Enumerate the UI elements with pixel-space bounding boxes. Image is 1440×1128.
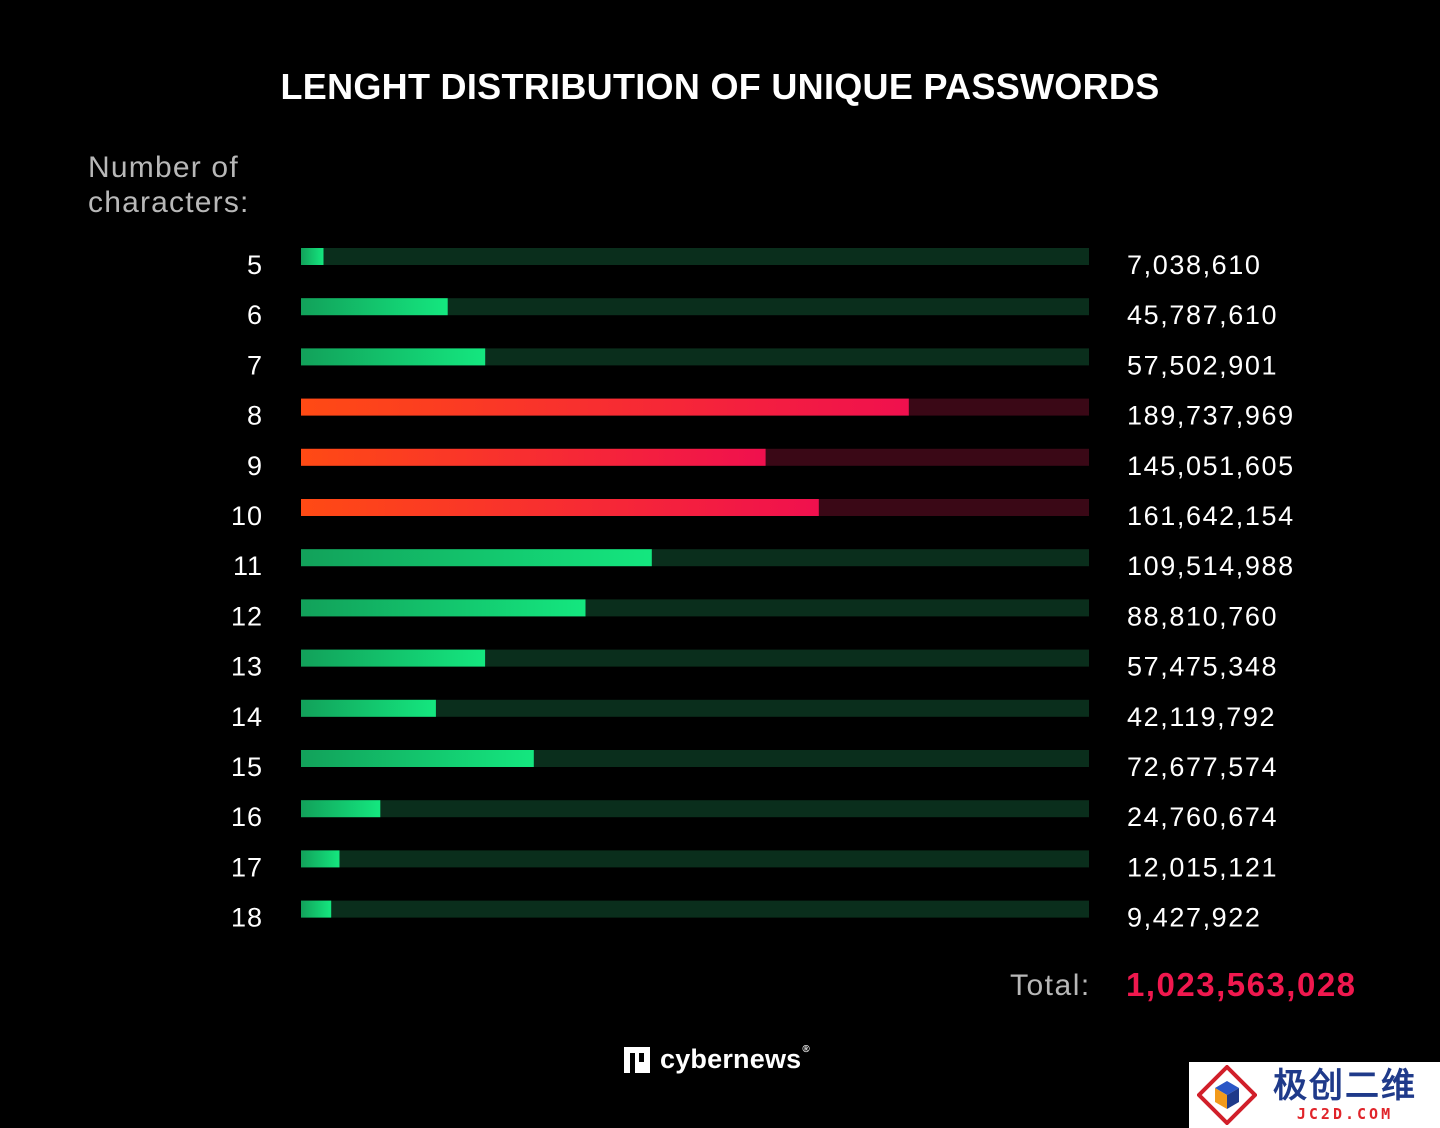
bar-track-13 bbox=[301, 649, 1089, 667]
bar-5 bbox=[301, 248, 324, 265]
category-label-18: 18 bbox=[231, 903, 263, 933]
bar-track-16 bbox=[301, 800, 1089, 818]
bar-track-18 bbox=[301, 900, 1089, 918]
value-label-8: 189,737,969 bbox=[1127, 401, 1295, 431]
bar-12 bbox=[301, 599, 586, 617]
category-label-15: 15 bbox=[231, 752, 263, 782]
category-label-6: 6 bbox=[247, 300, 263, 330]
bar-track-5 bbox=[301, 248, 1089, 265]
value-label-17: 12,015,121 bbox=[1127, 852, 1278, 882]
value-label-14: 42,119,792 bbox=[1127, 702, 1276, 732]
value-label-18: 9,427,922 bbox=[1127, 903, 1262, 933]
value-label-5: 7,038,610 bbox=[1127, 250, 1262, 280]
category-label-9: 9 bbox=[247, 451, 263, 481]
y-axis-caption-line2: characters: bbox=[88, 186, 250, 219]
bar-track-17 bbox=[301, 850, 1089, 868]
value-label-12: 88,810,760 bbox=[1127, 601, 1278, 631]
category-label-8: 8 bbox=[247, 401, 263, 431]
category-label-10: 10 bbox=[231, 501, 263, 531]
bar-track-7 bbox=[301, 348, 1089, 366]
bar-10 bbox=[301, 499, 819, 516]
bar-11 bbox=[301, 549, 652, 567]
bar-6 bbox=[301, 298, 448, 316]
value-label-10: 161,642,154 bbox=[1127, 501, 1295, 531]
category-label-13: 13 bbox=[231, 652, 263, 682]
total-value: 1,023,563,028 bbox=[1126, 966, 1357, 1003]
bar-18 bbox=[301, 900, 332, 918]
watermark-cn: 极创二维 bbox=[1273, 1067, 1417, 1105]
category-label-14: 14 bbox=[231, 702, 263, 732]
value-label-7: 57,502,901 bbox=[1127, 350, 1278, 380]
value-label-6: 45,787,610 bbox=[1127, 300, 1278, 330]
cybernews-logo-icon bbox=[624, 1046, 650, 1073]
chart-title: LENGHT DISTRIBUTION OF UNIQUE PASSWORDS bbox=[280, 66, 1160, 107]
category-label-5: 5 bbox=[247, 250, 263, 280]
value-label-15: 72,677,574 bbox=[1127, 752, 1278, 782]
bar-13 bbox=[301, 649, 486, 667]
brand-name: cybernews® bbox=[660, 1044, 810, 1074]
category-label-12: 12 bbox=[231, 601, 263, 631]
y-axis-caption-line1: Number of bbox=[88, 151, 239, 184]
bar-16 bbox=[301, 800, 381, 818]
value-label-9: 145,051,605 bbox=[1127, 451, 1295, 481]
jc2d-watermark: 极创二维 JC2D.COM bbox=[1189, 1062, 1440, 1128]
bar-14 bbox=[301, 699, 436, 717]
category-label-11: 11 bbox=[233, 551, 263, 581]
jc2d-cube-icon bbox=[1197, 1065, 1257, 1125]
value-label-11: 109,514,988 bbox=[1127, 551, 1295, 581]
y-axis-caption: Number of characters: bbox=[88, 150, 250, 220]
bar-7 bbox=[301, 348, 486, 366]
bars-group: 5 7,038,610 6 45,787,610 7 57,502,901 8 189,737… bbox=[231, 248, 1295, 933]
category-label-16: 16 bbox=[231, 802, 263, 832]
category-label-7: 7 bbox=[247, 350, 263, 380]
registered-mark: ® bbox=[802, 1044, 810, 1055]
cybernews-brand: cybernews® bbox=[624, 1044, 810, 1075]
bar-9 bbox=[301, 448, 766, 466]
watermark-text: 极创二维 JC2D.COM bbox=[1273, 1067, 1417, 1123]
category-label-17: 17 bbox=[231, 852, 263, 882]
bar-15 bbox=[301, 750, 534, 767]
value-label-13: 57,475,348 bbox=[1127, 652, 1278, 682]
total-label: Total: bbox=[1010, 969, 1091, 1002]
bar-17 bbox=[301, 850, 340, 868]
bar-track-14 bbox=[301, 699, 1089, 717]
watermark-en: JC2D.COM bbox=[1296, 1105, 1394, 1123]
bar-track-6 bbox=[301, 298, 1089, 316]
value-label-16: 24,760,674 bbox=[1127, 802, 1278, 832]
bar-8 bbox=[301, 398, 909, 416]
